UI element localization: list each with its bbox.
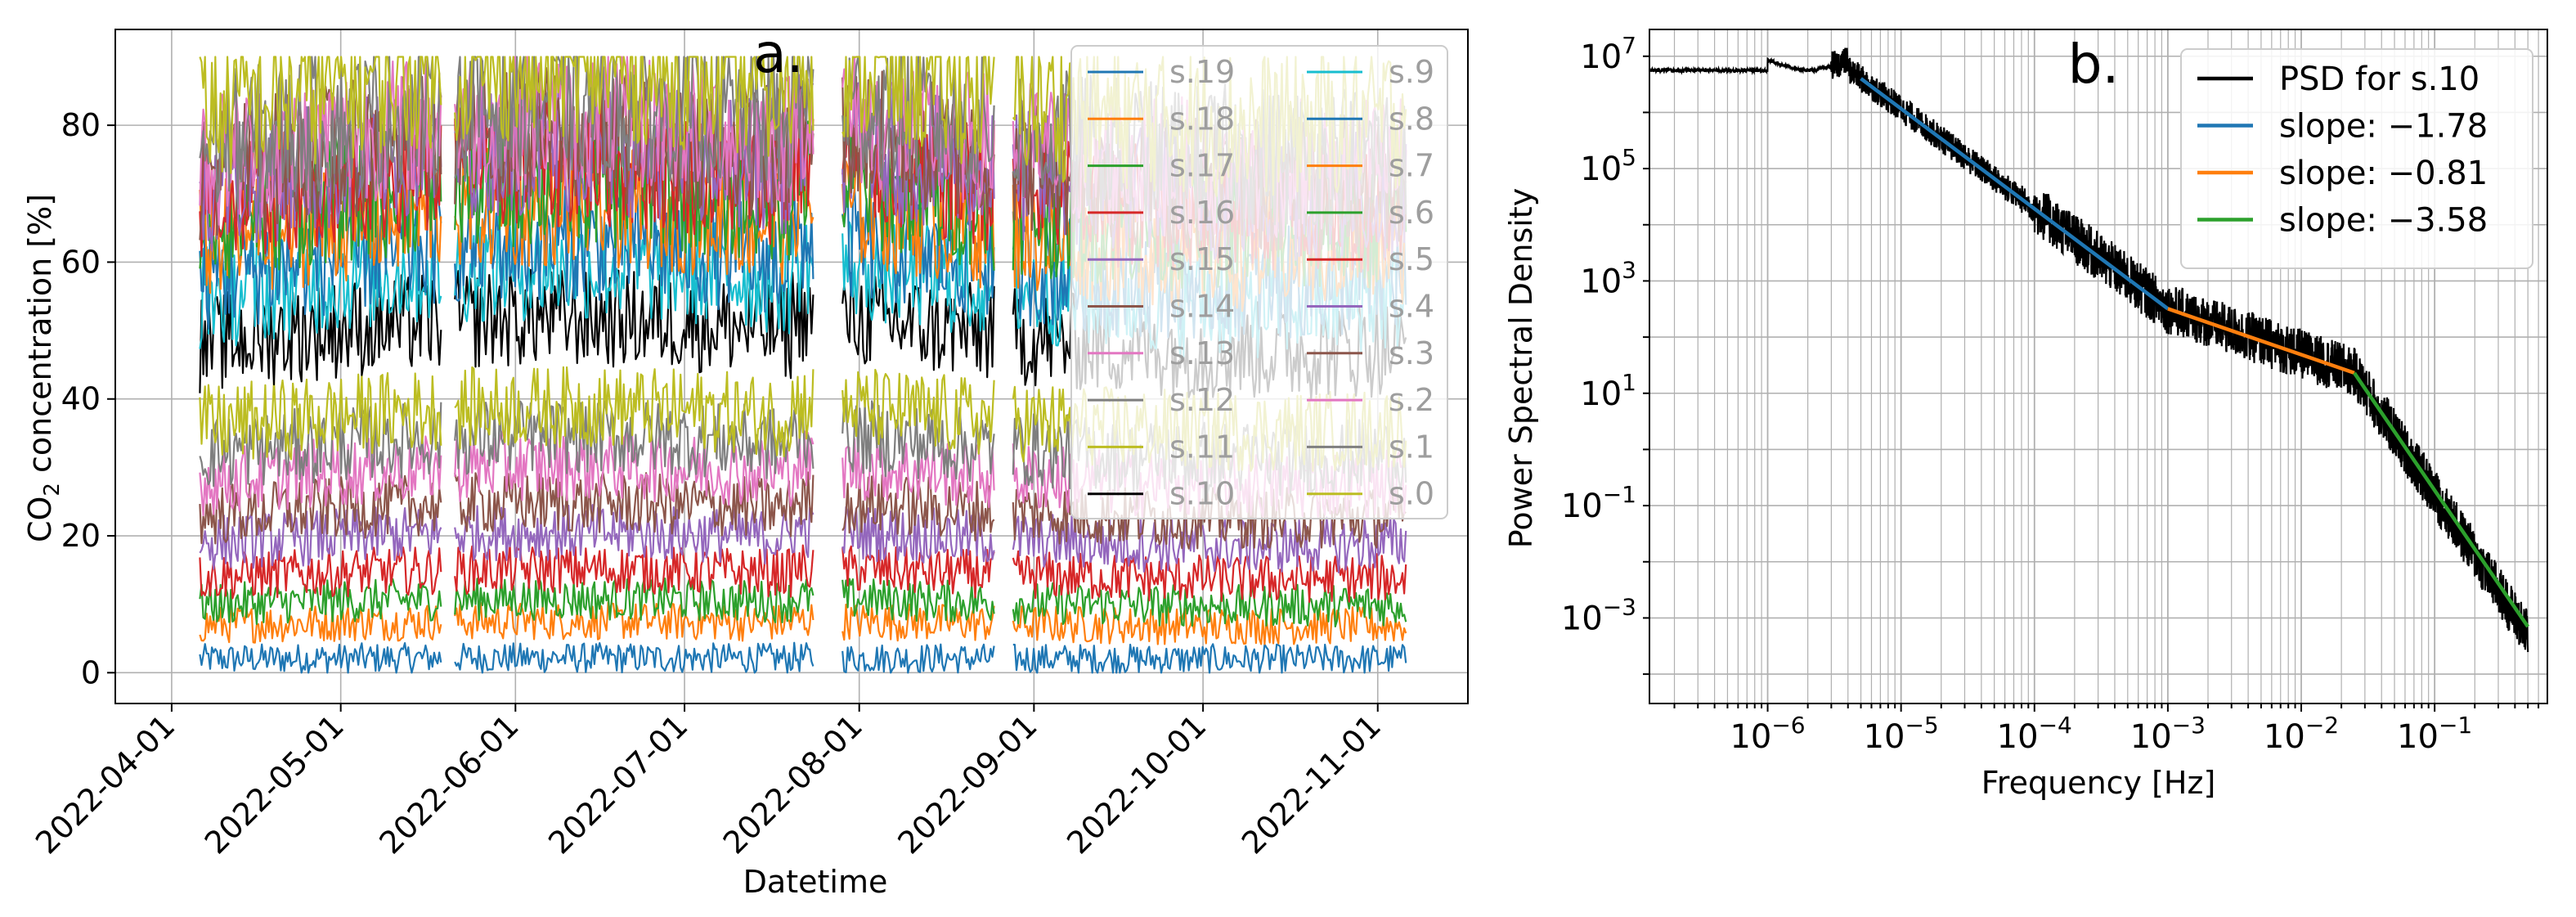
b-y-tick-label: 10−1	[1561, 481, 1636, 525]
a-series-line	[199, 601, 1407, 645]
b-y-axis-label: Power Spectral Density	[1503, 188, 1539, 548]
a-legend-label: s.14	[1169, 289, 1235, 325]
b-y-tick-label: 103	[1580, 256, 1636, 300]
a-legend-label: s.1	[1389, 429, 1434, 465]
a-series-line	[199, 56, 1407, 197]
b-x-tick-label: 10−2	[2264, 712, 2339, 756]
panel-b-psd: 10−6 10−5 10−4 10−3 10−2 10−1 107 105 103 101 10−…	[1503, 29, 2548, 801]
a-y-tick-label: 20	[61, 518, 101, 554]
a-y-tick-label: 0	[81, 654, 101, 690]
a-legend-label: s.5	[1389, 241, 1434, 277]
b-slope-line	[2167, 307, 2355, 375]
b-y-tick-label: 105	[1580, 144, 1636, 188]
b-x-tick-label: 10−3	[2130, 712, 2206, 756]
a-legend-label: s.12	[1169, 382, 1235, 418]
b-x-tick-label: 10−5	[1864, 712, 1939, 756]
a-y-tick-label: 60	[61, 244, 101, 280]
b-x-tick-label: 10−1	[2397, 712, 2472, 756]
a-legend-label: s.11	[1169, 429, 1235, 465]
b-legend-label: slope: −1.78	[2279, 108, 2488, 146]
b-legend-label: slope: −0.81	[2279, 155, 2488, 192]
b-legend-label: PSD for s.10	[2279, 61, 2480, 98]
a-legend-label: s.15	[1169, 241, 1235, 277]
a-y-tick-label: 80	[61, 107, 101, 143]
a-legend-label: s.2	[1389, 382, 1434, 418]
b-panel-label: b.	[2068, 33, 2120, 96]
b-y-tick-label: 10−3	[1561, 593, 1636, 637]
a-series-line	[199, 366, 1407, 472]
a-legend-label: s.3	[1389, 335, 1434, 371]
a-legend-label: s.19	[1169, 54, 1235, 90]
a-y-ticks: 0 20 40 60 80	[61, 107, 115, 690]
a-series-line	[199, 641, 1407, 674]
a-panel-label: a.	[753, 22, 803, 85]
b-x-tick-label: 10−6	[1730, 712, 1805, 756]
a-legend-label: s.0	[1389, 476, 1434, 512]
a-series-line	[199, 430, 1407, 520]
a-series-line	[199, 180, 1407, 342]
a-legend: s.19 s.18 s.17 s.16 s.15 s.14 s.13 s.12 s.11 s.10…	[1070, 45, 1448, 519]
a-legend-label: s.10	[1169, 476, 1235, 512]
a-x-axis-label: Datetime	[743, 864, 888, 900]
a-series-line	[199, 56, 1407, 227]
a-legend-label: s.16	[1169, 195, 1235, 231]
b-legend: PSD for s.10 slope: −1.78 slope: −0.81 slop…	[2180, 48, 2533, 269]
b-x-axis-label: Frequency [Hz]	[1981, 765, 2216, 801]
a-series-line	[199, 268, 1407, 400]
a-series-group	[199, 56, 1407, 674]
a-plot-frame	[114, 29, 1469, 704]
b-y-tick-label: 107	[1580, 32, 1636, 76]
a-series-line	[199, 397, 1407, 497]
b-slope-line	[2353, 371, 2530, 628]
a-y-axis-label: CO2 concentration [%]	[22, 194, 65, 542]
a-series-line	[199, 578, 1407, 627]
a-legend-label: s.8	[1389, 101, 1434, 137]
b-y-ticks: 107 105 103 101 10−1 10−3	[1561, 32, 1649, 676]
b-slope-line	[1860, 77, 2170, 311]
a-series-line	[199, 471, 1407, 550]
a-y-tick-label: 40	[61, 381, 101, 417]
a-legend-label: s.17	[1169, 148, 1235, 184]
b-x-tick-label: 10−4	[1997, 712, 2072, 756]
a-legend-label: s.9	[1389, 54, 1434, 90]
b-legend-label: slope: −3.58	[2279, 202, 2488, 240]
a-legend-label: s.6	[1389, 195, 1434, 231]
b-series-group	[1649, 47, 2530, 653]
a-legend-label: s.18	[1169, 101, 1235, 137]
a-series-line	[199, 544, 1407, 604]
b-y-tick-label: 101	[1580, 369, 1636, 413]
a-legend-label: s.13	[1169, 335, 1235, 371]
b-legend-frame	[2180, 48, 2533, 269]
a-legend-label: s.7	[1389, 148, 1434, 184]
b-x-ticks: 10−6 10−5 10−4 10−3 10−2 10−1	[1673, 703, 2540, 756]
a-legend-label: s.4	[1389, 289, 1434, 325]
